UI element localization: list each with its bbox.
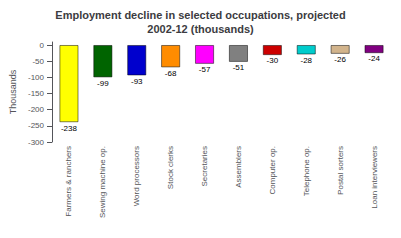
svg-text:-57: -57 — [199, 65, 211, 74]
svg-text:Postal sorters: Postal sorters — [336, 146, 345, 195]
svg-text:-93: -93 — [131, 77, 143, 86]
svg-text:Stock clerks: Stock clerks — [166, 146, 175, 189]
svg-text:-28: -28 — [300, 56, 312, 65]
svg-text:Thousands: Thousands — [8, 69, 18, 114]
svg-text:-50: -50 — [32, 57, 44, 66]
svg-text:Assemblers: Assemblers — [234, 146, 243, 188]
svg-text:-300: -300 — [28, 138, 45, 147]
svg-text:-24: -24 — [368, 54, 380, 63]
svg-text:Computer op.: Computer op. — [268, 146, 277, 194]
svg-text:Telephone op.: Telephone op. — [302, 146, 311, 196]
svg-text:-238: -238 — [61, 124, 78, 133]
svg-text:-99: -99 — [97, 79, 109, 88]
svg-text:Employment decline in selected: Employment decline in selected occupatio… — [55, 9, 345, 21]
svg-text:0: 0 — [40, 41, 45, 50]
svg-text:Secretaries: Secretaries — [200, 146, 209, 186]
svg-text:Sewing machine op.: Sewing machine op. — [98, 146, 107, 218]
svg-text:-26: -26 — [334, 55, 346, 64]
svg-text:-150: -150 — [28, 89, 45, 98]
svg-text:Farmers & ranchers: Farmers & ranchers — [64, 146, 73, 217]
svg-text:Loan interviewers: Loan interviewers — [370, 146, 379, 209]
svg-text:2002-12 (thousands): 2002-12 (thousands) — [147, 23, 254, 35]
svg-text:Word processors: Word processors — [132, 146, 141, 206]
svg-text:-68: -68 — [165, 69, 177, 78]
svg-text:-30: -30 — [267, 56, 279, 65]
svg-text:-250: -250 — [28, 121, 45, 130]
svg-text:-51: -51 — [233, 63, 245, 72]
svg-text:-100: -100 — [28, 73, 45, 82]
svg-text:-200: -200 — [28, 105, 45, 114]
